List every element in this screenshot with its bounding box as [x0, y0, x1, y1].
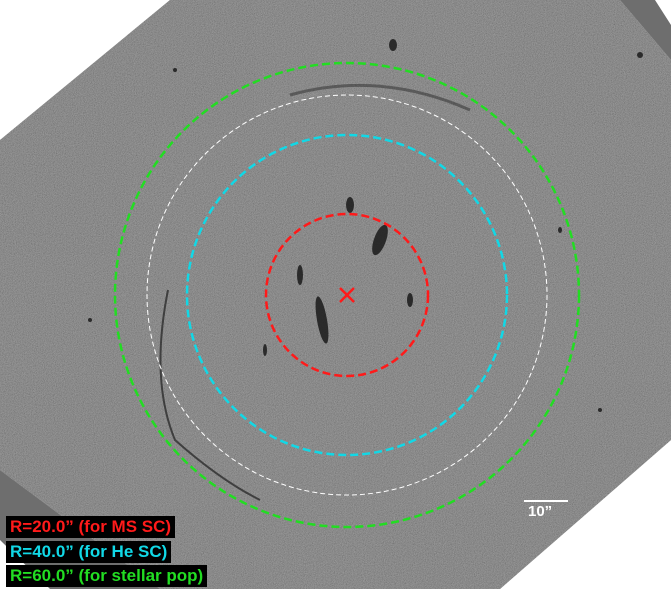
scale-bar-label: 10” — [528, 503, 553, 520]
legend-stellar-pop: R=60.0” (for stellar pop) — [6, 565, 208, 587]
circle-he-sc — [185, 133, 509, 457]
legend-ms-sc: R=20.0” (for MS SC) — [6, 516, 176, 538]
legend-he-sc: R=40.0” (for He SC) — [6, 541, 172, 563]
nebular-features — [88, 39, 643, 412]
x-mark-icon — [339, 287, 355, 303]
circle-white-annulus — [146, 94, 548, 496]
arc-feature — [159, 289, 261, 501]
circle-stellar-pop — [113, 61, 581, 529]
circle-ms-sc — [264, 212, 430, 378]
arc-feature — [289, 83, 471, 112]
